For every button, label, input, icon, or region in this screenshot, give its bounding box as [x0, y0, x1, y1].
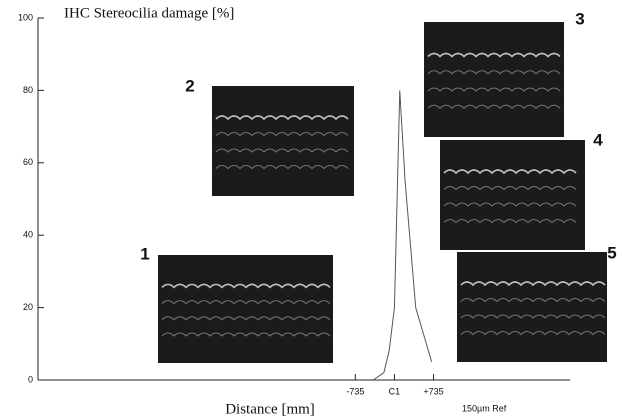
panel-number: 4 [593, 130, 603, 149]
y-tick-label: 20 [23, 302, 33, 312]
hair-cell-row [161, 283, 331, 289]
hair-cell-row [215, 165, 349, 170]
panel-number: 3 [575, 9, 584, 28]
hair-cell-row [427, 87, 561, 92]
hair-cell-row [215, 115, 349, 121]
hair-cell-row [460, 298, 606, 303]
hair-cell-row [460, 281, 606, 287]
hair-cell-row [460, 314, 606, 319]
x-tick-label: -735 [346, 386, 364, 396]
hair-cell-row [427, 70, 561, 75]
hair-cell-row [427, 52, 561, 58]
hair-cell-row [443, 219, 577, 224]
micrograph [158, 255, 333, 363]
micrograph [440, 140, 585, 250]
scale-note: 150µm Ref [462, 403, 507, 413]
hair-cell-row [161, 332, 331, 337]
data-line [372, 90, 433, 381]
hair-cell-row [427, 104, 561, 109]
panel-number: 2 [185, 76, 194, 95]
chart-title: IHC Stereocilia damage [%] [64, 5, 234, 21]
hair-cell-row [443, 186, 577, 191]
y-tick-label: 0 [28, 374, 33, 384]
y-tick-label: 60 [23, 157, 33, 167]
panel-number: 1 [140, 244, 149, 263]
y-tick-label: 100 [18, 12, 33, 22]
x-axis-label: Distance [mm] [225, 401, 315, 417]
x-tick-label: C1 [389, 386, 401, 396]
hair-cell-row [460, 331, 606, 336]
micrograph [212, 86, 354, 196]
y-tick-label: 80 [23, 85, 33, 95]
micrograph [457, 252, 607, 362]
hair-cell-row [161, 300, 331, 305]
hair-cell-row [161, 316, 331, 321]
y-tick-label: 40 [23, 230, 33, 240]
micrograph [424, 22, 564, 137]
x-tick-label: +735 [423, 386, 443, 396]
hair-cell-row [215, 132, 349, 137]
hair-cell-row [215, 148, 349, 153]
panel-number: 5 [607, 243, 616, 262]
hair-cell-row [443, 202, 577, 207]
hair-cell-row [443, 169, 577, 175]
